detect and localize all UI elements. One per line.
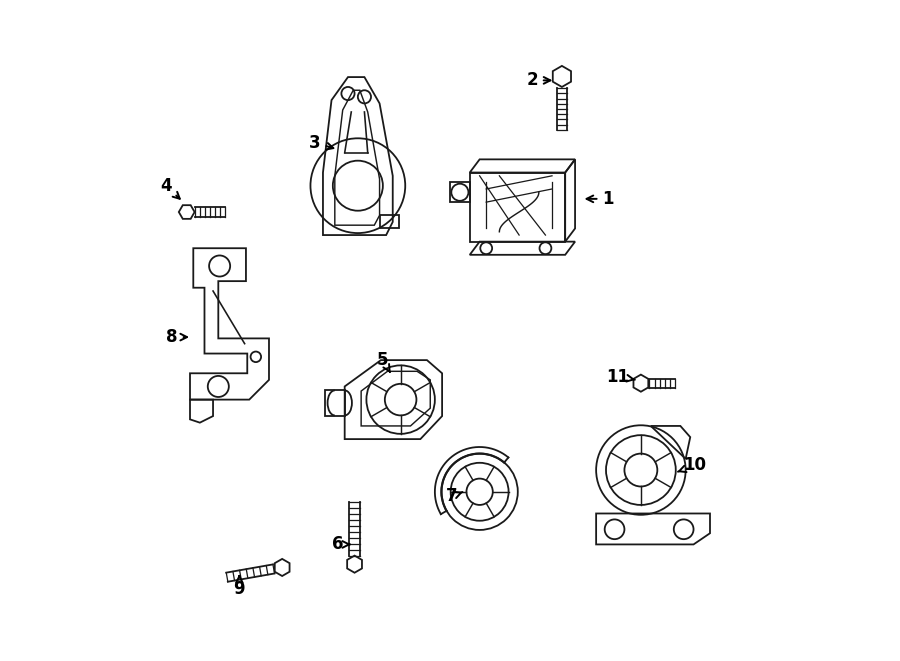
Text: 2: 2 [526, 71, 551, 89]
Text: 11: 11 [607, 368, 634, 385]
Text: 4: 4 [160, 176, 180, 199]
Text: 9: 9 [234, 576, 245, 598]
Text: 8: 8 [166, 328, 187, 346]
Text: 7: 7 [446, 487, 463, 506]
Text: 3: 3 [310, 134, 333, 152]
Text: 5: 5 [377, 351, 390, 372]
Text: 1: 1 [587, 190, 614, 208]
Text: 6: 6 [332, 535, 350, 553]
Text: 10: 10 [678, 457, 707, 475]
